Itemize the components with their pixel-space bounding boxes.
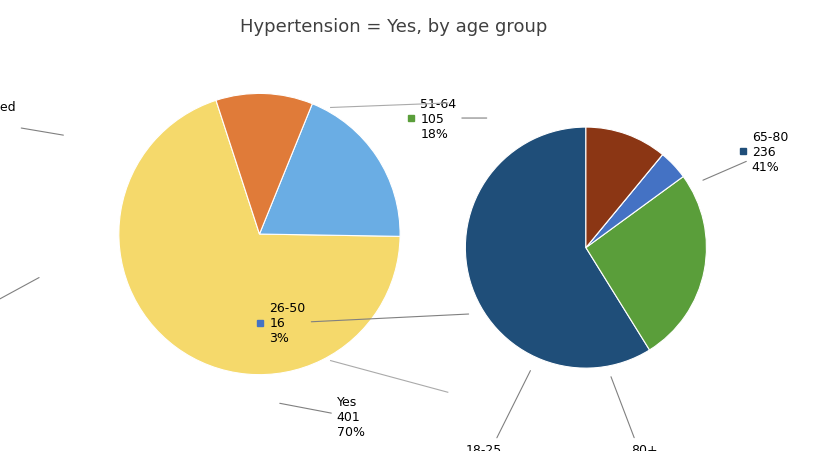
Wedge shape xyxy=(465,128,649,368)
Text: 26-50
16
3%: 26-50 16 3% xyxy=(269,302,468,345)
Text: 80+
44
8%: 80+ 44 8% xyxy=(610,377,657,451)
Wedge shape xyxy=(585,177,706,350)
Wedge shape xyxy=(585,155,682,248)
Text: 18-25
0
0%: 18-25 0 0% xyxy=(465,371,530,451)
Wedge shape xyxy=(585,128,662,248)
Wedge shape xyxy=(216,94,312,235)
Text: No
110
19%: No 110 19% xyxy=(0,278,39,340)
Text: 65-80
236
41%: 65-80 236 41% xyxy=(702,130,787,181)
Wedge shape xyxy=(259,105,400,237)
Wedge shape xyxy=(119,101,400,375)
Text: Not stated
64
11%: Not stated 64 11% xyxy=(0,101,64,144)
Text: Yes
401
70%: Yes 401 70% xyxy=(279,396,364,438)
Wedge shape xyxy=(585,155,662,248)
Text: Hypertension = Yes, by age group: Hypertension = Yes, by age group xyxy=(239,18,547,36)
Text: 51-64
105
18%: 51-64 105 18% xyxy=(420,97,486,140)
